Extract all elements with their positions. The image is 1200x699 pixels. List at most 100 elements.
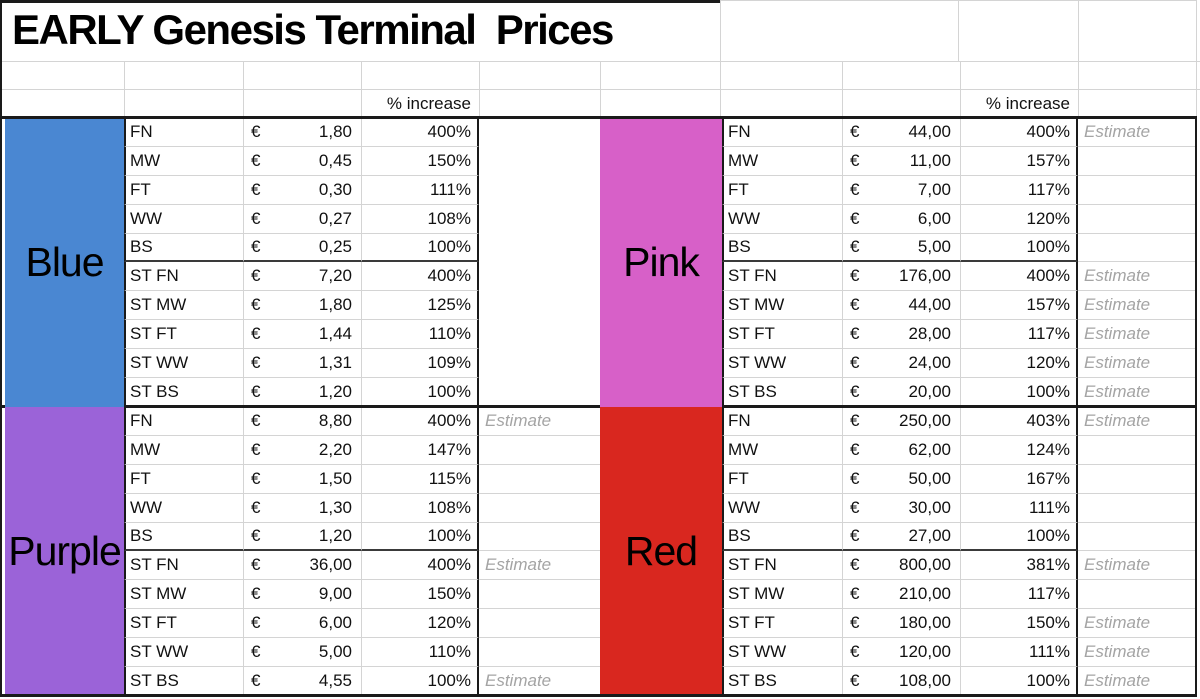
cell-item[interactable]: ST BS <box>722 667 842 696</box>
cell-pct-increase[interactable]: 100% <box>960 667 1078 696</box>
cell-pct-increase[interactable]: 108% <box>361 493 479 523</box>
cell-estimate-note[interactable]: Estimate <box>479 551 600 581</box>
cell-price[interactable]: €1,80 <box>243 291 361 321</box>
cell-price[interactable]: €11,00 <box>842 146 960 176</box>
cell-item[interactable]: MW <box>722 435 842 465</box>
cell-price[interactable]: €36,00 <box>243 551 361 581</box>
cell-price[interactable]: €210,00 <box>842 580 960 610</box>
cell-pct-increase[interactable]: 125% <box>361 291 479 321</box>
cell-pct-increase[interactable]: 111% <box>361 175 479 205</box>
cell-item[interactable]: MW <box>124 146 243 176</box>
cell-item[interactable]: ST MW <box>124 580 243 610</box>
cell-estimate-note[interactable] <box>479 349 600 378</box>
cell-item[interactable]: ST FN <box>124 551 243 581</box>
cell-estimate-note[interactable] <box>479 147 600 176</box>
cell-price[interactable]: €44,00 <box>842 118 960 147</box>
cell-estimate-note[interactable] <box>479 176 600 205</box>
cell-price[interactable]: €7,20 <box>243 262 361 292</box>
cell-pct-increase[interactable]: 147% <box>361 435 479 465</box>
cell-pct-increase[interactable]: 150% <box>960 609 1078 639</box>
cell-price[interactable]: €1,20 <box>243 378 361 407</box>
cell-estimate-note[interactable] <box>479 378 600 407</box>
cell-pct-increase[interactable]: 150% <box>361 580 479 610</box>
cell-pct-increase[interactable]: 100% <box>960 522 1078 552</box>
cell-price[interactable]: €6,00 <box>243 609 361 639</box>
cell-estimate-note[interactable]: Estimate <box>1078 609 1197 639</box>
cell-item[interactable]: ST MW <box>124 291 243 321</box>
cell-item[interactable]: WW <box>722 204 842 234</box>
cell-item[interactable]: ST FN <box>722 262 842 292</box>
cell-estimate-note[interactable] <box>479 118 600 147</box>
cell-price[interactable]: €8,80 <box>243 406 361 436</box>
pct-increase-header-left[interactable]: % increase <box>386 94 471 113</box>
cell-estimate-note[interactable]: Estimate <box>1078 320 1197 350</box>
cell-item[interactable]: WW <box>124 204 243 234</box>
cell-price[interactable]: €108,00 <box>842 667 960 696</box>
cell-price[interactable]: €5,00 <box>243 638 361 668</box>
cell-item[interactable]: ST WW <box>722 349 842 379</box>
cell-item[interactable]: WW <box>124 493 243 523</box>
cell-item[interactable]: BS <box>722 233 842 263</box>
cell-estimate-note[interactable]: Estimate <box>1078 262 1197 292</box>
cell-pct-increase[interactable]: 381% <box>960 551 1078 581</box>
cell-pct-increase[interactable]: 157% <box>960 291 1078 321</box>
cell-item[interactable]: FN <box>722 406 842 436</box>
cell-price[interactable]: €0,45 <box>243 146 361 176</box>
cell-estimate-note[interactable] <box>479 234 600 263</box>
cell-item[interactable]: ST FN <box>722 551 842 581</box>
cell-item[interactable]: ST FT <box>722 609 842 639</box>
cell-item[interactable]: BS <box>124 522 243 552</box>
cell-price[interactable]: €7,00 <box>842 175 960 205</box>
cell-price[interactable]: €0,30 <box>243 175 361 205</box>
cell-estimate-note[interactable]: Estimate <box>1078 407 1197 436</box>
cell-estimate-note[interactable] <box>1078 205 1197 234</box>
cell-pct-increase[interactable]: 400% <box>960 118 1078 147</box>
cell-pct-increase[interactable]: 400% <box>960 262 1078 292</box>
cell-price[interactable]: €1,20 <box>243 522 361 552</box>
cell-price[interactable]: €2,20 <box>243 435 361 465</box>
cell-estimate-note[interactable] <box>479 205 600 234</box>
color-label-red[interactable]: Red <box>600 406 722 696</box>
cell-estimate-note[interactable]: Estimate <box>1078 667 1197 696</box>
cell-pct-increase[interactable]: 400% <box>361 262 479 292</box>
cell-pct-increase[interactable]: 400% <box>361 406 479 436</box>
cell-price[interactable]: €1,80 <box>243 118 361 147</box>
cell-price[interactable]: €176,00 <box>842 262 960 292</box>
page-title[interactable]: EARLY Genesis Terminal Prices <box>12 6 614 53</box>
cell-item[interactable]: ST BS <box>722 378 842 407</box>
cell-item[interactable]: ST FN <box>124 262 243 292</box>
cell-item[interactable]: MW <box>124 435 243 465</box>
cell-price[interactable]: €1,44 <box>243 320 361 350</box>
cell-item[interactable]: ST BS <box>124 378 243 407</box>
cell-item[interactable]: ST WW <box>124 638 243 668</box>
cell-pct-increase[interactable]: 117% <box>960 175 1078 205</box>
cell-estimate-note[interactable]: Estimate <box>479 667 600 696</box>
cell-item[interactable]: ST FT <box>124 609 243 639</box>
color-label-pink[interactable]: Pink <box>600 118 722 407</box>
cell-item[interactable]: BS <box>124 233 243 263</box>
cell-price[interactable]: €800,00 <box>842 551 960 581</box>
cell-pct-increase[interactable]: 120% <box>361 609 479 639</box>
cell-estimate-note[interactable]: Estimate <box>1078 551 1197 581</box>
cell-pct-increase[interactable]: 100% <box>960 233 1078 263</box>
cell-estimate-note[interactable] <box>479 436 600 465</box>
cell-pct-increase[interactable]: 109% <box>361 349 479 379</box>
cell-estimate-note[interactable]: Estimate <box>1078 291 1197 321</box>
color-label-purple[interactable]: Purple <box>5 406 124 696</box>
cell-item[interactable]: FT <box>124 175 243 205</box>
cell-pct-increase[interactable]: 108% <box>361 204 479 234</box>
cell-estimate-note[interactable] <box>479 320 600 349</box>
pct-increase-header-right[interactable]: % increase <box>985 94 1070 113</box>
cell-price[interactable]: €180,00 <box>842 609 960 639</box>
cell-estimate-note[interactable]: Estimate <box>1078 638 1197 668</box>
cell-price[interactable]: €1,30 <box>243 493 361 523</box>
cell-pct-increase[interactable]: 100% <box>361 667 479 696</box>
cell-estimate-note[interactable] <box>1078 176 1197 205</box>
cell-pct-increase[interactable]: 120% <box>960 204 1078 234</box>
cell-pct-increase[interactable]: 110% <box>361 320 479 350</box>
cell-price[interactable]: €1,31 <box>243 349 361 379</box>
cell-price[interactable]: €4,55 <box>243 667 361 696</box>
cell-estimate-note[interactable] <box>1078 147 1197 176</box>
cell-estimate-note[interactable] <box>1078 580 1197 610</box>
cell-estimate-note[interactable] <box>1078 465 1197 494</box>
